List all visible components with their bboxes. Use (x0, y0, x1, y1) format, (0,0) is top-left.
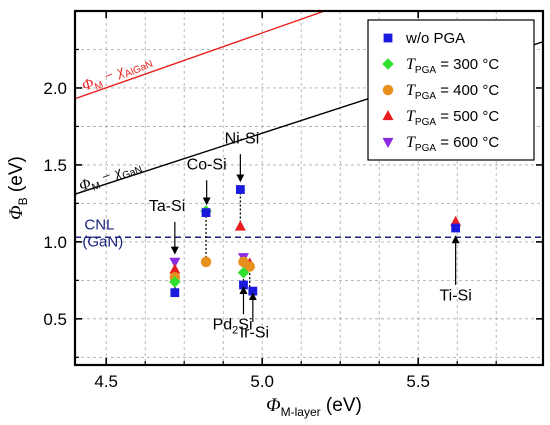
plot-frame (73, 9, 545, 367)
annotation-suffix: Si (238, 317, 252, 334)
legend-suffix: = 600 °C (436, 134, 499, 151)
legend-prefix: T (406, 134, 416, 151)
cnl-line: CNL(GaN) (75, 217, 543, 251)
data-point-square (201, 208, 211, 218)
data-point-square (248, 286, 258, 296)
y-tick-label: 1.0 (43, 233, 67, 252)
legend-box (367, 19, 535, 161)
x-tick-label: 5.0 (250, 372, 274, 391)
x-tick-label: 5.5 (406, 372, 430, 391)
legend-main: w/o PGA (405, 30, 465, 47)
legend-sub: PGA (415, 117, 436, 128)
axes: 4.5 5.0 5.50.51.01.52.0ΦM-layer (eV)ΦB (eV… (6, 9, 545, 419)
data-point-triangle-down (169, 257, 181, 268)
reference-line-sub: M (90, 180, 102, 193)
x-axis-symbol: Φ (266, 395, 280, 416)
data-point-circle (200, 256, 212, 268)
annotation-label: Pd2Si (213, 317, 253, 337)
data-point-diamond (237, 266, 250, 279)
y-axis-symbol: Φ (6, 205, 27, 219)
legend-entry: TPGA = 500 °C (406, 108, 499, 128)
data-point-square (170, 288, 180, 298)
legend-prefix: T (406, 108, 416, 125)
legend-entry: w/o PGA (405, 30, 465, 47)
legend-sub: PGA (415, 65, 436, 76)
legend-suffix: = 400 °C (436, 82, 499, 99)
data-point-triangle-up (169, 263, 181, 274)
data-point-triangle-up (450, 215, 462, 226)
legend-suffix: = 500 °C (436, 108, 499, 125)
x-axis-unit: (eV) (321, 395, 362, 416)
annotation-label: Ta-Si (149, 198, 185, 215)
x-axis-label: ΦM-layer (eV) (266, 395, 362, 419)
data-point-square (451, 223, 461, 233)
legend-sub: PGA (415, 91, 436, 102)
cnl-label: CNL (84, 217, 114, 234)
legend-entry: TPGA = 400 °C (406, 82, 499, 102)
annotation-label: Ir-Si (240, 324, 269, 341)
legend-prefix: T (406, 82, 416, 99)
cnl-label-gan: (GaN) (82, 234, 123, 251)
data-points (169, 185, 462, 298)
legend-entry: TPGA = 300 °C (406, 56, 499, 76)
reference-line-sub: M (93, 80, 105, 93)
data-point-circle (244, 261, 255, 272)
legend-prefix: T (406, 56, 416, 73)
legend-marker-triangle-down (382, 137, 394, 149)
reference-line (75, 11, 325, 100)
data-point-square (235, 185, 245, 194)
data-point-diamond (169, 276, 181, 288)
annotation-label: Ni-Si (225, 130, 260, 147)
legend-marker-triangle-up (382, 109, 394, 121)
grid (75, 11, 543, 365)
x-axis-sub: M-layer (281, 405, 321, 419)
legend-marker-square (383, 33, 393, 43)
x-tick-label: 4.5 (94, 372, 118, 391)
annotation-label: Ti-Si (439, 287, 471, 304)
legend-entry: TPGA = 600 °C (406, 134, 499, 154)
legend-suffix: = 300 °C (436, 56, 499, 73)
y-tick-label: 1.5 (43, 156, 67, 175)
y-axis-unit: (eV) (6, 156, 27, 197)
y-axis-label: ΦB (eV) (6, 156, 30, 220)
data-point-square (239, 280, 248, 290)
legend-marker-diamond (382, 58, 394, 70)
y-tick-label: 2.0 (43, 79, 67, 98)
y-tick-label: 0.5 (43, 310, 67, 329)
annotation-main: Pd (213, 317, 233, 334)
data-point-triangle-up (234, 220, 246, 231)
legend-sub: PGA (415, 143, 436, 154)
legend-marker-circle (382, 84, 394, 96)
annotation-sub: 2 (232, 325, 238, 337)
y-axis-sub: B (16, 197, 30, 205)
annotation-label: Co-Si (187, 157, 227, 174)
